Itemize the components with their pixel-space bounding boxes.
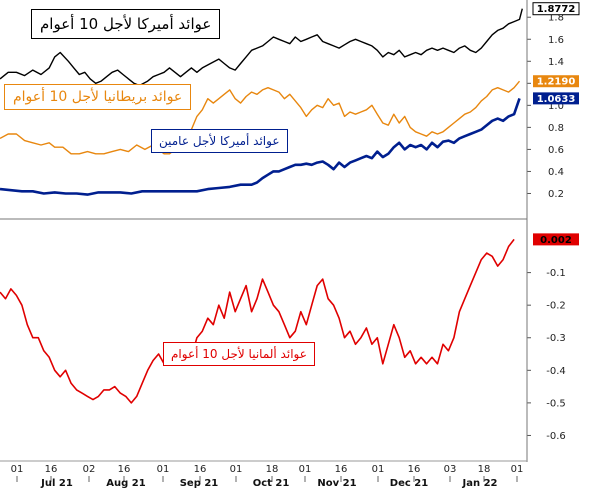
x-tick-label: 01: [157, 464, 170, 475]
y-tick-label: 1.8: [548, 13, 564, 24]
x-tick-label: 16: [408, 464, 421, 475]
x-month-label: Jan 22: [462, 478, 498, 489]
us-2y-callout: عوائد أميركا لأجل عامين: [151, 129, 288, 153]
last-value-label-de10: 0.002: [540, 235, 572, 246]
x-month-label: Sep 21: [180, 478, 219, 489]
x-tick-label: 16: [194, 464, 207, 475]
y-tick-label: -0.1: [546, 268, 566, 279]
germany-10y-callout: عوائد ألمانيا لأجل 10 أعوام: [163, 342, 315, 366]
series-line-us10: [0, 8, 523, 87]
us-10y-callout: عوائد أميركا لأجل 10 أعوام: [31, 9, 221, 39]
y-tick-label: 1.6: [548, 35, 564, 46]
y-tick-label: 1.0: [548, 101, 564, 112]
x-tick-label: 01: [299, 464, 312, 475]
last-value-label-us10: 1.8772: [537, 4, 576, 15]
series-lines: [0, 8, 523, 404]
y-tick-label: 0.8: [548, 123, 564, 134]
x-month-label: Aug 21: [106, 478, 145, 489]
x-tick-label: 01: [372, 464, 385, 475]
last-value-label-uk10: 1.2190: [537, 77, 576, 88]
x-tick-label: 18: [266, 464, 279, 475]
x-month-label: Dec 21: [390, 478, 428, 489]
y-tick-label: 0.4: [548, 167, 564, 178]
x-tick-label: 16: [45, 464, 58, 475]
x-tick-label: 01: [511, 464, 524, 475]
y-tick-label: -0.3: [546, 333, 566, 344]
uk-10y-callout: عوائد بريطانيا لأجل 10 أعوام: [4, 84, 192, 110]
x-tick-label: 01: [11, 464, 24, 475]
x-tick-label: 02: [83, 464, 96, 475]
y-tick-label: -0.4: [546, 366, 566, 377]
x-tick-label: 18: [478, 464, 491, 475]
x-tick-label: 01: [230, 464, 243, 475]
last-value-badge-de10: [533, 233, 579, 246]
x-month-label: Jul 21: [40, 478, 73, 489]
x-tick-label: 16: [335, 464, 348, 475]
y-tick-label: 1.4: [548, 57, 564, 68]
y-tick-label: 0.2: [548, 189, 564, 200]
x-tick-label: 16: [118, 464, 131, 475]
series-line-de10: [0, 238, 515, 404]
y-tick-label: -0.6: [546, 431, 566, 442]
x-month-label: Nov 21: [317, 478, 356, 489]
series-line-uk10: [0, 80, 521, 155]
y-tick-label: -0.2: [546, 301, 566, 312]
last-value-label-us2: 1.0633: [537, 94, 576, 105]
last-value-badge-us10: [532, 2, 580, 16]
last-value-badge-uk10: [533, 75, 579, 88]
last-value-badge-us2: [533, 92, 579, 105]
series-line-us2: [0, 97, 521, 196]
y-tick-label: -0.5: [546, 398, 566, 409]
x-month-label: Oct 21: [253, 478, 290, 489]
y-tick-label: 0.6: [548, 145, 564, 156]
x-tick-label: 03: [444, 464, 457, 475]
